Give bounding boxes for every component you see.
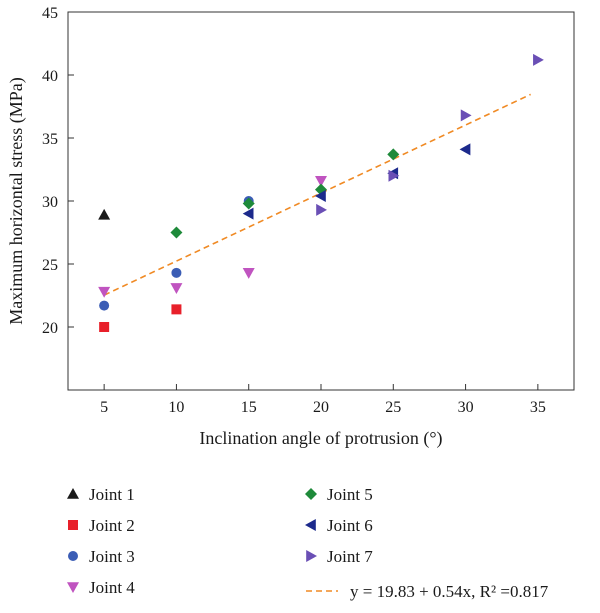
joint-2-point xyxy=(171,304,182,315)
joint-7-point xyxy=(533,53,544,66)
y-tick-label: 45 xyxy=(42,5,58,22)
x-tick-label: 30 xyxy=(458,399,474,416)
x-tick-label: 25 xyxy=(385,399,401,416)
joint-7-point xyxy=(460,109,472,122)
x-tick-label: 10 xyxy=(168,399,184,416)
y-tick-label: 20 xyxy=(42,320,58,337)
joint-7-point xyxy=(388,169,400,182)
y-tick-label: 30 xyxy=(42,194,58,211)
plot-area: 5 10 15 20 25 30 35 20 25 30 35 40 45 xyxy=(42,5,575,416)
y-tick-label: 25 xyxy=(42,257,58,274)
legend-joint-2-label: Joint 2 xyxy=(89,516,135,535)
joint-3-point xyxy=(99,300,110,311)
legend-joint-4-marker xyxy=(67,582,79,593)
joint-4-point xyxy=(315,176,327,187)
x-tick-label: 20 xyxy=(313,399,329,416)
joint-3-point xyxy=(171,267,182,278)
legend-joint-6-marker xyxy=(305,519,316,531)
x-tick-label: 5 xyxy=(100,399,108,416)
legend-joint-3-marker xyxy=(68,551,78,561)
joint-5-point xyxy=(170,226,183,239)
y-axis-label: Maximum horizontal stress (MPa) xyxy=(6,77,27,324)
joint-5-point xyxy=(242,197,255,210)
legend-joint-4-label: Joint 4 xyxy=(89,578,135,597)
joint-6-point xyxy=(459,143,471,156)
joint-1-point xyxy=(98,208,111,220)
legend-joint-3-label: Joint 3 xyxy=(89,547,135,566)
data-points-layer xyxy=(98,53,544,332)
legend-joint-6-label: Joint 6 xyxy=(327,516,373,535)
x-axis-label: Inclination angle of protrusion (°) xyxy=(199,428,442,449)
x-tick-label: 15 xyxy=(241,399,257,416)
plot-frame xyxy=(67,11,575,391)
y-tick-label: 40 xyxy=(42,68,58,85)
joint-4-point xyxy=(170,283,183,294)
x-axis-ticks: 5 10 15 20 25 30 35 xyxy=(100,384,546,416)
joint-2-point xyxy=(99,322,110,332)
legend-joint-5-marker xyxy=(305,488,317,500)
legend-joint-7-label: Joint 7 xyxy=(327,547,373,566)
joint-6-point xyxy=(242,207,254,220)
y-tick-label: 35 xyxy=(42,131,58,148)
x-tick-label: 35 xyxy=(530,399,546,416)
legend-joint-7-marker xyxy=(306,550,317,562)
legend-fit-label: y = 19.83 + 0.54x, R² =0.817 xyxy=(350,582,549,601)
y-axis-ticks: 20 25 30 35 40 45 xyxy=(42,5,74,337)
legend-joint-1-label: Joint 1 xyxy=(89,485,135,504)
joint-4-point xyxy=(242,268,255,279)
legend: Joint 1 Joint 2 Joint 3 Joint 4 Joint 5 Joint… xyxy=(67,485,549,601)
legend-joint-5-label: Joint 5 xyxy=(327,485,373,504)
joint-6-point xyxy=(315,189,326,202)
joint-4-point xyxy=(98,286,111,298)
joint-5-point xyxy=(387,148,400,161)
joint-7-point xyxy=(316,203,327,216)
legend-joint-2-marker xyxy=(68,520,78,530)
legend-joint-1-marker xyxy=(67,488,79,499)
